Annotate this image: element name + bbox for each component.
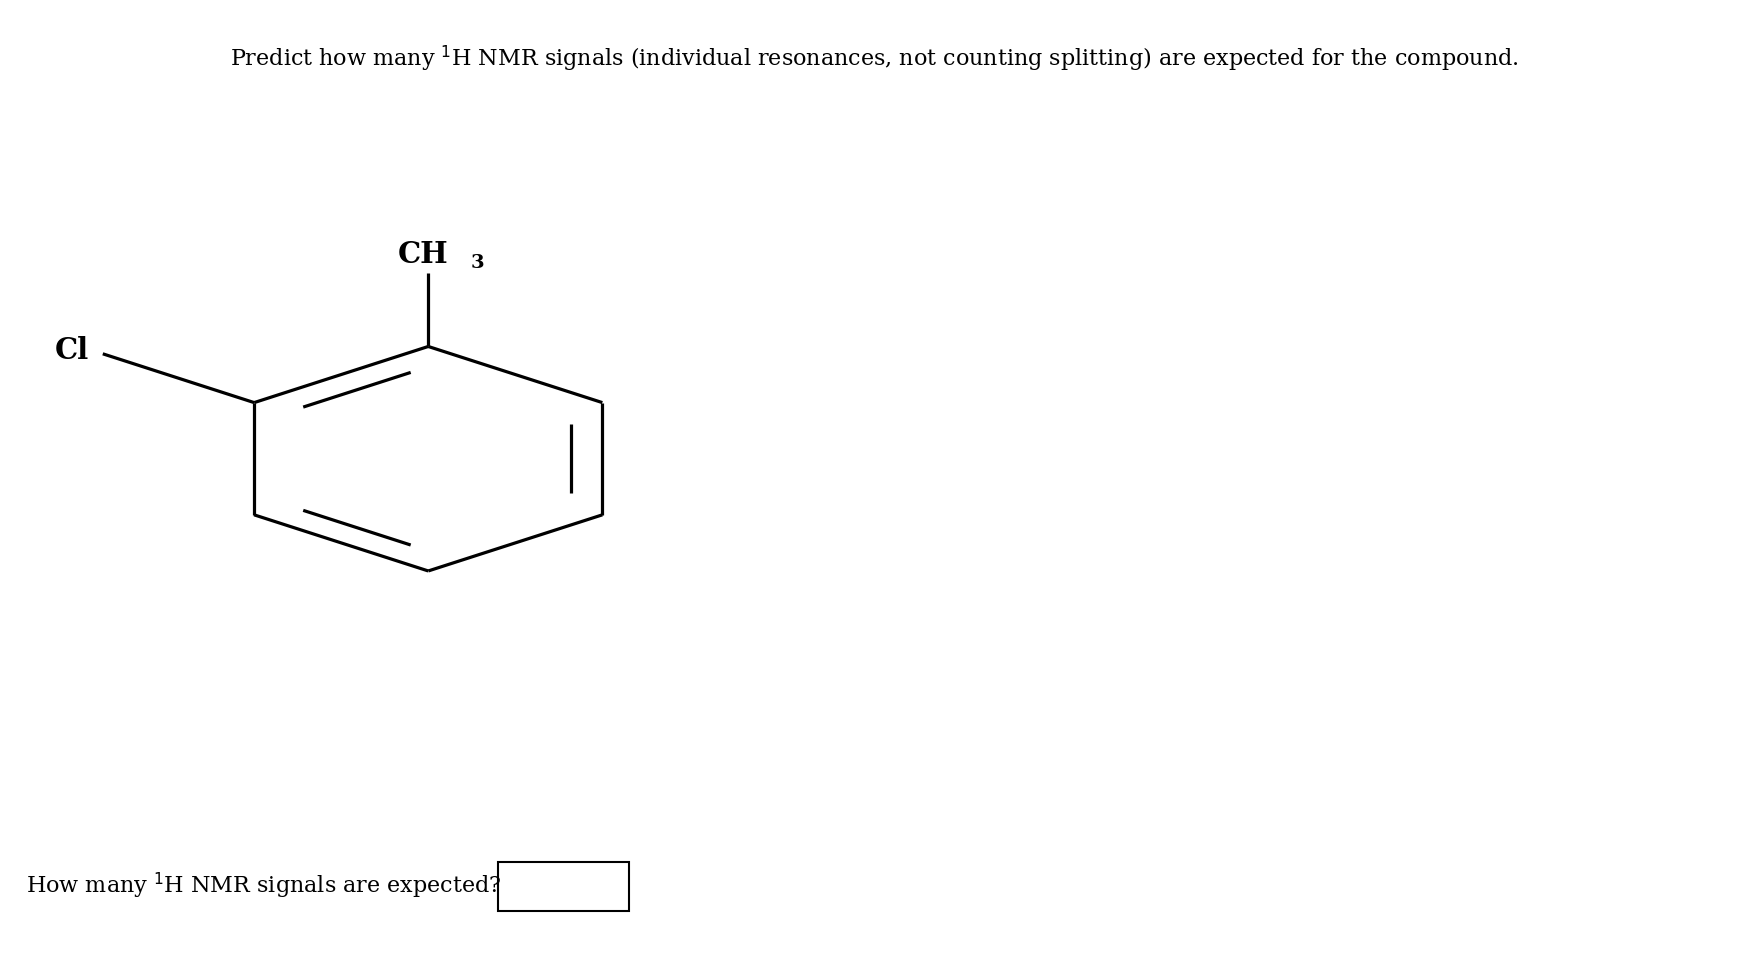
Text: Cl: Cl <box>54 337 89 365</box>
Text: CH: CH <box>399 240 447 269</box>
Text: How many $^1$H NMR signals are expected?: How many $^1$H NMR signals are expected? <box>26 872 502 901</box>
Text: 3: 3 <box>470 255 484 272</box>
FancyBboxPatch shape <box>498 862 629 911</box>
Text: Predict how many $^1$H NMR signals (individual resonances, not counting splittin: Predict how many $^1$H NMR signals (indi… <box>229 44 1519 74</box>
